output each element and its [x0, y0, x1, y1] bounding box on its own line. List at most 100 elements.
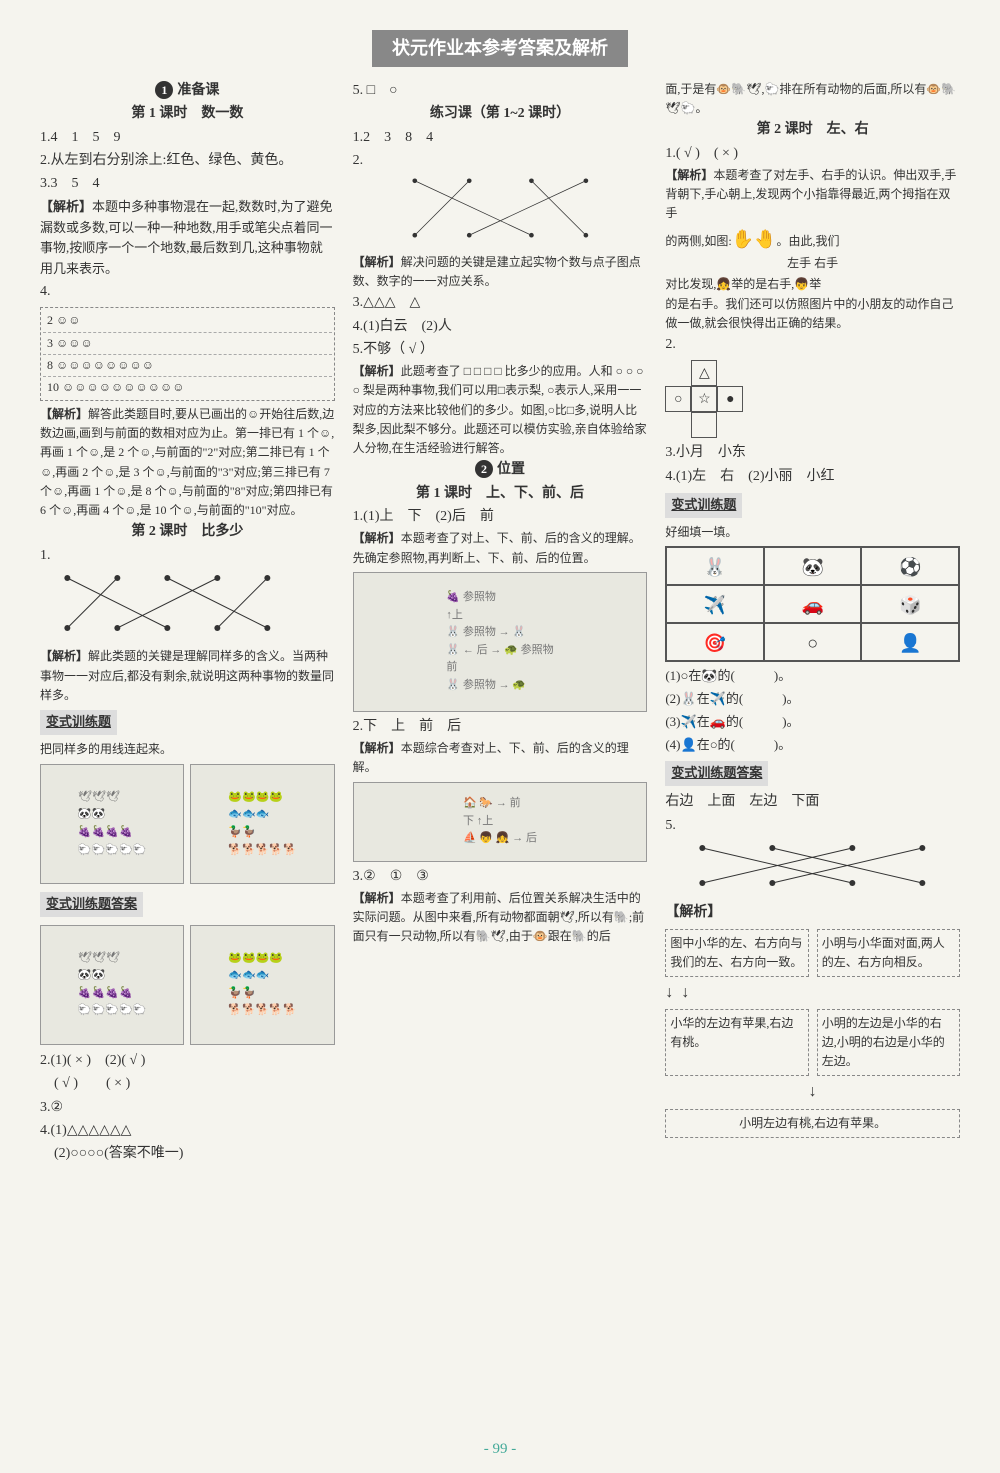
analysis-3-label: 【解析】	[40, 649, 88, 663]
fill-2: (2)🐰在✈️的( )。	[665, 689, 960, 710]
c1-q4b: 4.(1)△△△△△△	[40, 1120, 335, 1142]
hands-icon: ✋🤚	[732, 225, 777, 254]
analysis-2: 解答此类题目时,要从已画出的☺开始往后数,边数边画,画到与前面的数相对应为止。第…	[40, 407, 334, 517]
practice-title: 练习课（第 1~2 课时）	[353, 103, 648, 125]
column-1: 1 准备课 第 1 课时 数一数 1.4 1 5 9 2.从左到右分别涂上:红色、…	[40, 79, 335, 1167]
direction-diagram-icon: 🏠 🐎 → 前下 ↑上⛵ 👦 👧 → 后	[353, 782, 648, 862]
c3-r3: 3.小月 小东	[665, 442, 960, 464]
variant-1-ans-right-icon: 🐸🐸🐸🐸🐟🐟🐟🦆🦆🐕🐕🐕🐕🐕	[190, 925, 334, 1045]
analysis-1-label: 【解析】	[40, 199, 92, 214]
grid-cell: 🎲	[861, 585, 959, 623]
c1-q1: 1.4 1 5 9	[40, 127, 335, 149]
analysis-6-label: 【解析】	[353, 531, 401, 545]
c3-rt3: 的是右手。我们还可以仿照图片中的小朋友的动作自己做一做,就会很快得出正确的结果。	[665, 295, 960, 333]
grid-cell: 🎯	[666, 623, 764, 661]
grid-cell: ✈️	[666, 585, 764, 623]
c1-q4: 4.	[40, 281, 335, 303]
arrow-down-icon: ↓	[665, 980, 673, 1006]
variant-1-title: 变式训练题	[40, 710, 117, 735]
arrow-down-icon: ↓	[665, 1079, 960, 1105]
arrow-down-icon: ↓	[681, 980, 689, 1006]
smiley-row: 2 ☺☺	[43, 310, 332, 331]
c3-cont: 面,于是有🐵🐘🕊,🐑排在所有动物的后面,所以有🐵🐘🕊🐑。	[665, 80, 960, 118]
cross-diagram-1	[40, 568, 335, 638]
fill-3: (3)✈️在🚗的( )。	[665, 712, 960, 733]
variant-1-left-icon: 🕊🕊🕊🐼🐼🍇🍇🍇🍇🐑🐑🐑🐑🐑	[40, 764, 184, 884]
page-number: - 99 -	[0, 1437, 1000, 1461]
c2-p2: 2.	[353, 150, 648, 172]
section-1-num: 1	[155, 81, 173, 99]
fill-1: (1)○在🐼的( )。	[665, 666, 960, 687]
c3-r1: 1.( √ ) ( × )	[665, 143, 960, 165]
fill-4: (4)👤在○的( )。	[665, 735, 960, 756]
c2-p5: 5.不够（ √ ）	[353, 339, 648, 361]
lesson-1-1: 第 1 课时 数一数	[40, 103, 335, 125]
c1-q2c: ( √ ) ( × )	[40, 1073, 335, 1095]
cross-top: △	[691, 360, 717, 386]
c2-p3: 3.△△△ △	[353, 292, 648, 314]
cross-diagram-2	[353, 173, 648, 243]
grid-cell: ○	[764, 623, 862, 661]
hands-after: 。由此,我们	[777, 234, 840, 248]
page-title: 状元作业本参考答案及解析	[372, 30, 628, 67]
variant-1-ans-left-icon: 🕊🕊🕊🐼🐼🍇🍇🍇🍇🐑🐑🐑🐑🐑	[40, 925, 184, 1045]
flow-2a: 小华的左边有苹果,右边有桃。	[665, 1009, 808, 1077]
grid-cell: ⚽	[861, 547, 959, 585]
hands-before: 的两侧,如图:	[665, 234, 731, 248]
flow-1b: 小明与小华面对面,两人的左、右方向相反。	[817, 929, 960, 977]
variant-2-ans: 右边 上面 左边 下面	[665, 791, 960, 813]
flow-2b: 小明的左边是小华的右边,小明的右边是小华的左边。	[817, 1009, 960, 1077]
c2-l2: 2.下 上 前 后	[353, 716, 648, 738]
cross-diagram-3	[665, 838, 960, 893]
grid-cell: 🚗	[764, 585, 862, 623]
cross-right: ●	[717, 386, 743, 412]
c1-q2b: 2.(1)( × ) (2)( √ )	[40, 1050, 335, 1072]
variant-1-right-icon: 🐸🐸🐸🐸🐟🐟🐟🦆🦆🐕🐕🐕🐕🐕	[190, 764, 334, 884]
lesson-1-2: 第 2 课时 比多少	[40, 521, 335, 543]
c1-q1b: 1.	[40, 545, 335, 567]
c2-l3: 3.② ① ③	[353, 866, 648, 888]
variant-2-ans-title: 变式训练题答案	[665, 761, 768, 786]
section-2-title: 位置	[497, 462, 525, 477]
cross-left: ○	[665, 386, 691, 412]
variant-2-title: 变式训练题	[665, 493, 742, 518]
smiley-row: 8 ☺☺☺☺☺☺☺☺	[43, 354, 332, 376]
section-2-num: 2	[475, 460, 493, 478]
c1-q3: 3.3 5 4	[40, 173, 335, 195]
c2-p1: 1.2 3 8 4	[353, 127, 648, 149]
analysis-4-label: 【解析】	[353, 255, 401, 269]
variant-2-desc: 好细填一填。	[665, 523, 960, 542]
analysis-5-label: 【解析】	[353, 364, 401, 378]
analysis-10-label: 【解析】	[665, 905, 721, 920]
c3-r2: 2.	[665, 334, 960, 356]
reference-diagram-icon: 🍇 参照物↑上🐰 参照物 → 🐰🐰 ← 后 → 🐢 参照物前🐰 参照物 → 🐢	[353, 572, 648, 712]
c1-q3b: 3.②	[40, 1097, 335, 1119]
grid-cell: 🐰	[666, 547, 764, 585]
c2-l1: 1.(1)上 下 (2)后 前	[353, 506, 648, 528]
content-columns: 1 准备课 第 1 课时 数一数 1.4 1 5 9 2.从左到右分别涂上:红色、…	[40, 79, 960, 1167]
analysis-7-label: 【解析】	[353, 741, 401, 755]
column-3: 面,于是有🐵🐘🕊,🐑排在所有动物的后面,所以有🐵🐘🕊🐑。 第 2 课时 左、右 …	[665, 79, 960, 1167]
variant-1-ans-title: 变式训练题答案	[40, 892, 143, 917]
section-1-title: 准备课	[177, 83, 219, 98]
analysis-2-label: 【解析】	[40, 407, 88, 421]
hands-labels: 左手 右手	[665, 254, 960, 273]
c3-r4: 4.(1)左 右 (2)小丽 小红	[665, 466, 960, 488]
cross-center: ☆	[691, 386, 717, 412]
c3-r5: 5.	[665, 815, 960, 837]
c1-q4c: (2)○○○○(答案不唯一)	[40, 1143, 335, 1165]
analysis-8-label: 【解析】	[353, 891, 401, 905]
grid-cell: 👤	[861, 623, 959, 661]
c1-q2: 2.从左到右分别涂上:红色、绿色、黄色。	[40, 150, 335, 172]
flow-1a: 图中小华的左、右方向与我们的左、右方向一致。	[665, 929, 808, 977]
column-2: 5. □ ○ 练习课（第 1~2 课时） 1.2 3 8 4 2. 【解析】解决…	[353, 79, 648, 1167]
lesson-2-2: 第 2 课时 左、右	[665, 119, 960, 141]
smiley-row: 3 ☺☺☺	[43, 332, 332, 354]
c2-q5: 5. □ ○	[353, 80, 648, 102]
c2-p4: 4.(1)白云 (2)人	[353, 316, 648, 338]
analysis-9-label: 【解析】	[665, 168, 713, 182]
smiley-row: 10 ☺☺☺☺☺☺☺☺☺☺	[43, 376, 332, 398]
smiley-table: 2 ☺☺ 3 ☺☺☺ 8 ☺☺☺☺☺☺☺☺ 10 ☺☺☺☺☺☺☺☺☺☺	[40, 307, 335, 401]
cross-shape-diagram: △ ○☆●	[665, 360, 960, 438]
final-answer: 小明左边有桃,右边有苹果。	[665, 1109, 960, 1138]
